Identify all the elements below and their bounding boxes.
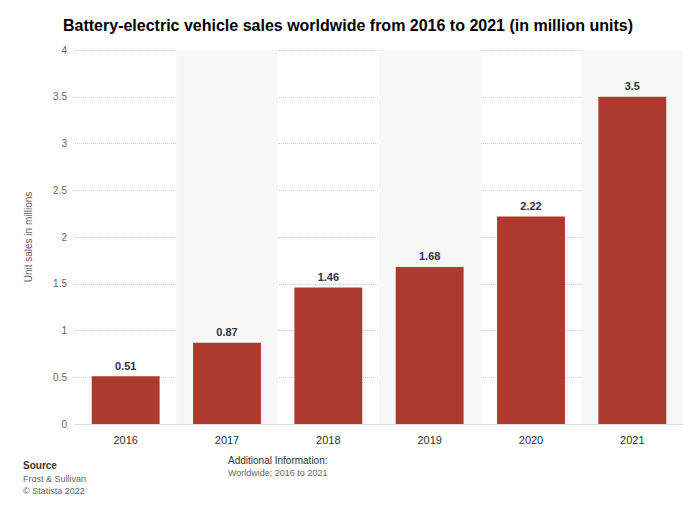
- svg-text:2.5: 2.5: [53, 185, 67, 196]
- svg-text:0.5: 0.5: [53, 372, 67, 383]
- svg-text:2016: 2016: [113, 434, 137, 446]
- svg-text:4: 4: [61, 45, 67, 56]
- svg-text:1: 1: [61, 325, 67, 336]
- svg-text:1.46: 1.46: [318, 271, 339, 283]
- svg-text:2019: 2019: [417, 434, 441, 446]
- svg-text:2.22: 2.22: [520, 200, 541, 212]
- svg-text:Unit sales in millions: Unit sales in millions: [23, 192, 34, 283]
- svg-text:0: 0: [61, 419, 67, 430]
- svg-text:3.5: 3.5: [53, 91, 67, 102]
- svg-text:3: 3: [61, 138, 67, 149]
- svg-text:Source: Source: [23, 460, 57, 471]
- svg-text:1.5: 1.5: [53, 278, 67, 289]
- svg-text:Additional Information:: Additional Information:: [228, 455, 328, 466]
- svg-text:2017: 2017: [215, 434, 239, 446]
- svg-text:1.68: 1.68: [419, 250, 440, 262]
- svg-text:0.87: 0.87: [216, 326, 237, 338]
- svg-text:Battery-electric vehicle sales: Battery-electric vehicle sales worldwide…: [63, 17, 633, 34]
- svg-text:© Statista 2022: © Statista 2022: [23, 486, 85, 496]
- svg-text:0.51: 0.51: [115, 360, 136, 372]
- svg-text:Worldwide; 2016 to 2021: Worldwide; 2016 to 2021: [228, 468, 327, 478]
- svg-text:2: 2: [61, 232, 67, 243]
- svg-text:2020: 2020: [519, 434, 543, 446]
- svg-text:3.5: 3.5: [625, 80, 640, 92]
- svg-text:Frost & Sullivan: Frost & Sullivan: [23, 474, 86, 484]
- svg-text:2021: 2021: [620, 434, 644, 446]
- svg-text:2018: 2018: [316, 434, 340, 446]
